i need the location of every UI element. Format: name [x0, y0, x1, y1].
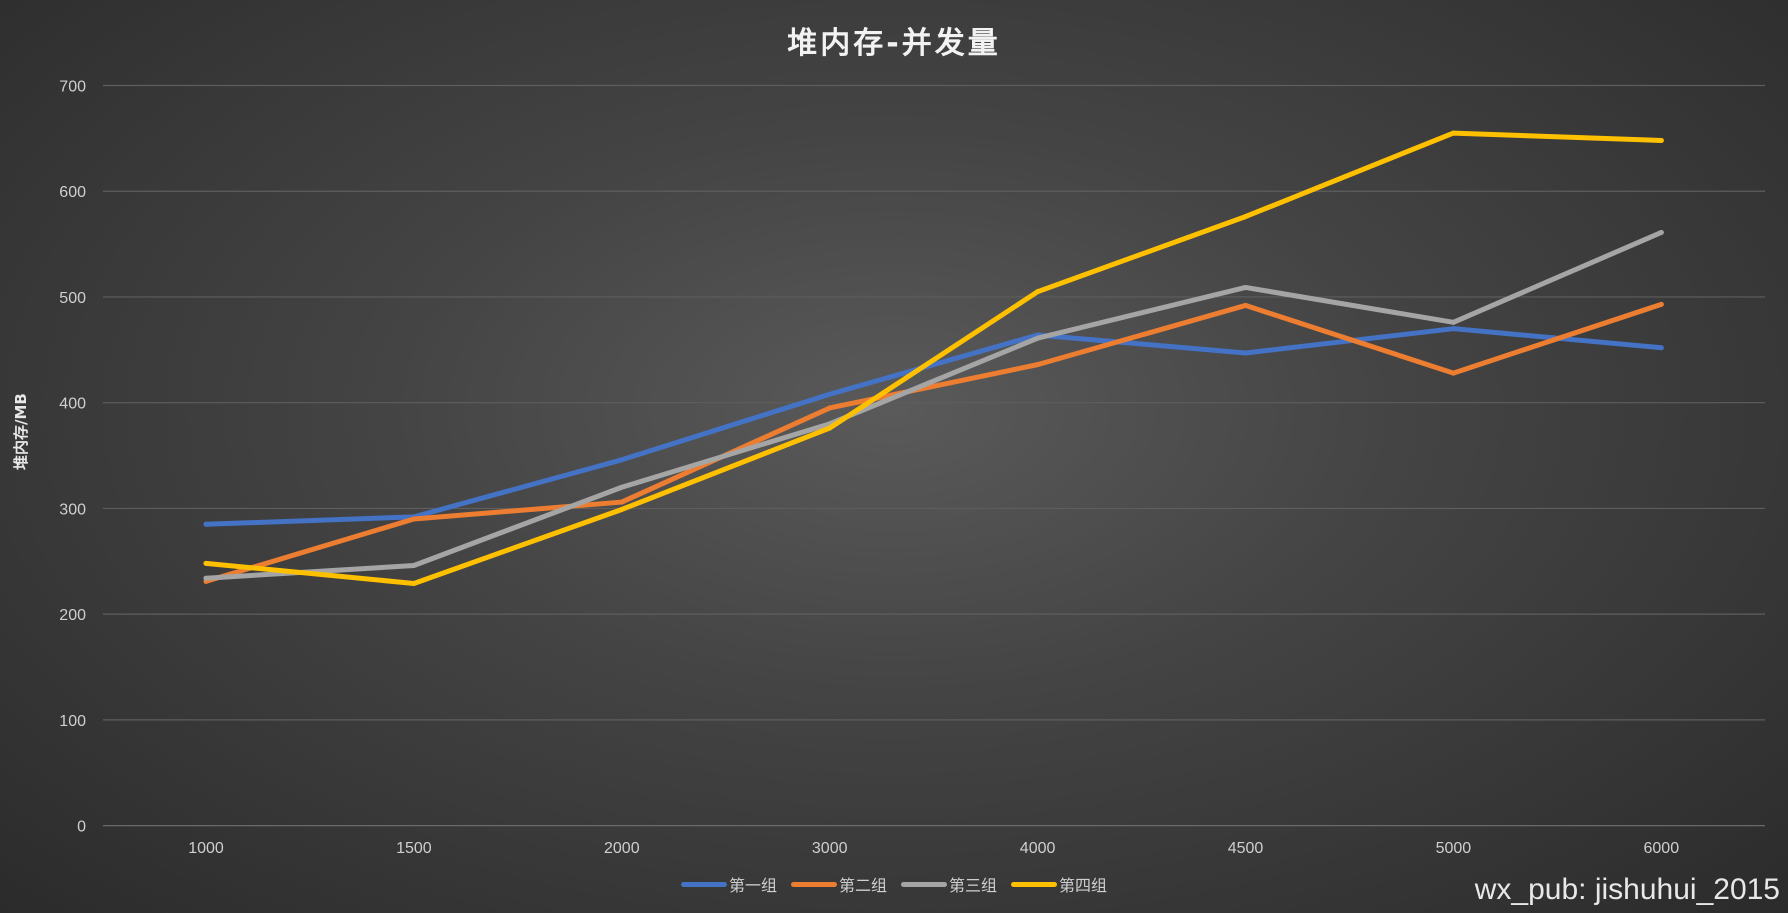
data-point [203, 575, 209, 581]
x-tick-label: 6000 [1644, 840, 1680, 857]
data-point [203, 560, 209, 566]
data-point [827, 425, 833, 431]
data-point [1658, 229, 1664, 235]
data-point [203, 521, 209, 527]
legend-label: 第三组 [949, 876, 998, 895]
data-point [1243, 214, 1248, 220]
data-point [619, 506, 625, 512]
data-point [411, 580, 417, 586]
legend-label: 第一组 [728, 876, 777, 895]
data-point [1658, 137, 1664, 143]
x-tick-label: 3000 [812, 840, 848, 857]
data-point [1450, 130, 1456, 136]
series-line-3 [203, 229, 1664, 581]
legend-item: 第三组 [901, 872, 997, 896]
data-point [1243, 302, 1248, 308]
data-point [1658, 301, 1664, 307]
legend-item: 第二组 [790, 872, 887, 896]
y-tick-label: 700 [59, 79, 86, 96]
y-tick-label: 600 [59, 184, 86, 201]
y-tick-label: 300 [59, 501, 86, 518]
legend-label: 第四组 [1059, 876, 1108, 895]
legend-label: 第二组 [838, 876, 887, 895]
data-point [619, 484, 625, 490]
legend-item: 第四组 [1011, 872, 1107, 896]
y-tick-label: 200 [59, 607, 86, 624]
chart-title: 堆内存-并发量 [787, 26, 1001, 61]
data-point [1243, 350, 1248, 356]
legend-swatch [790, 881, 837, 887]
data-point [1658, 345, 1664, 351]
legend-swatch [680, 881, 727, 887]
legend: 第一组 第二组 第三组 第四组 [0, 872, 1788, 896]
y-tick-label: 0 [77, 819, 86, 836]
series-line-1 [203, 326, 1664, 527]
x-tick-label: 1500 [396, 840, 432, 857]
x-tick-label: 4500 [1228, 840, 1264, 857]
legend-swatch [901, 881, 947, 887]
data-point [1450, 370, 1456, 376]
x-tick-label: 2000 [604, 840, 640, 857]
x-tick-label: 1000 [188, 840, 224, 857]
data-point [1035, 289, 1041, 295]
data-point [619, 499, 625, 505]
data-point [1450, 319, 1456, 325]
data-point [1035, 335, 1041, 341]
data-point [1035, 362, 1041, 368]
legend-item: 第一组 [680, 872, 777, 896]
x-tick-label: 5000 [1436, 840, 1472, 857]
data-point [619, 457, 625, 463]
data-point [411, 516, 417, 522]
y-tick-label: 500 [59, 290, 86, 307]
y-tick-label: 400 [59, 396, 86, 413]
series-line-2 [203, 301, 1664, 584]
watermark: wx_pub: jishuhui_2015 [1474, 873, 1780, 906]
data-point [1243, 284, 1248, 290]
data-point [411, 563, 417, 569]
y-tick-label: 100 [59, 713, 86, 730]
data-point [827, 391, 833, 397]
data-point [1450, 326, 1456, 332]
series-line-4 [203, 130, 1664, 586]
data-point [827, 405, 833, 411]
x-tick-label: 4000 [1020, 840, 1056, 857]
legend-swatch [1011, 881, 1058, 887]
